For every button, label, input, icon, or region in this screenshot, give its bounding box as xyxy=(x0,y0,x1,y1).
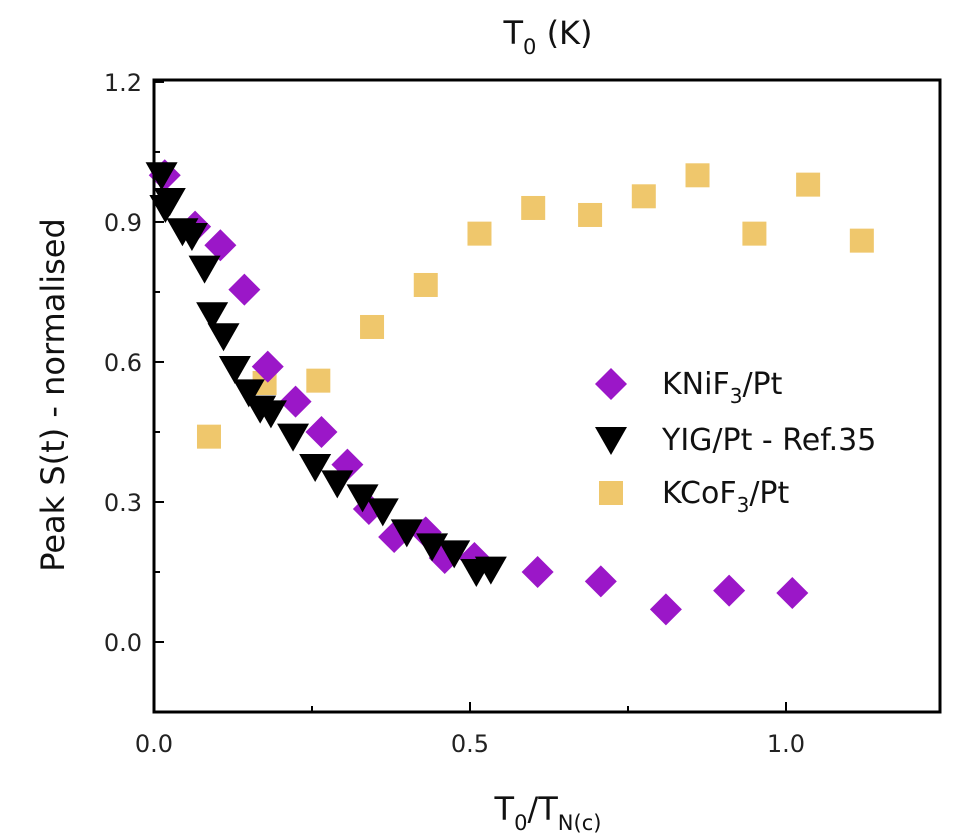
data-point-yig xyxy=(366,498,399,527)
legend-marker-knif3 xyxy=(595,368,627,400)
data-point-kcof3 xyxy=(742,221,767,246)
data-point-yig xyxy=(474,556,507,585)
y-axis-label: Peak S(t) - normalised xyxy=(34,218,72,572)
data-point-knif3 xyxy=(305,415,338,448)
data-point-yig xyxy=(390,519,423,548)
data-point-yig xyxy=(299,453,332,482)
y-tick-label: 0.6 xyxy=(104,349,142,377)
data-point-kcof3 xyxy=(521,195,546,220)
data-point-yig xyxy=(232,379,265,408)
data-point-knif3 xyxy=(713,574,746,607)
top-axis-label: T0 (K) xyxy=(502,14,592,59)
data-point-yig xyxy=(346,484,379,513)
legend-marker-kcof3 xyxy=(599,481,623,505)
data-point-kcof3 xyxy=(306,368,331,393)
legend: KNiF3/Pt YIG/Pt - Ref.35 KCoF3/Pt xyxy=(595,367,876,517)
x-tick-label: 1.0 xyxy=(767,730,805,758)
data-point-yig xyxy=(175,222,208,251)
x-axis-label: T0/TN(c) xyxy=(494,790,602,835)
data-point-kcof3 xyxy=(849,228,874,253)
data-point-yig xyxy=(438,540,471,569)
data-point-knif3 xyxy=(228,273,261,306)
data-point-yig xyxy=(277,423,310,452)
data-point-yig xyxy=(207,323,240,352)
legend-marker-yig xyxy=(595,427,627,455)
data-point-kcof3 xyxy=(413,272,438,297)
data-point-kcof3 xyxy=(578,202,603,227)
y-tick-label: 1.2 xyxy=(104,69,142,97)
data-point-knif3 xyxy=(776,576,809,609)
data-point-yig xyxy=(188,255,221,284)
legend-label-yig: YIG/Pt - Ref.35 xyxy=(661,423,876,458)
data-point-yig xyxy=(321,470,354,499)
data-point-kcof3 xyxy=(196,424,221,449)
data-point-kcof3 xyxy=(360,314,385,339)
data-point-kcof3 xyxy=(631,184,656,209)
x-tick-label: 0.5 xyxy=(451,730,489,758)
data-point-kcof3 xyxy=(685,163,710,188)
data-point-knif3 xyxy=(251,350,284,383)
data-point-yig xyxy=(254,400,287,429)
legend-label-knif3: KNiF3/Pt xyxy=(662,367,783,408)
data-point-yig xyxy=(196,302,229,331)
legend-label-kcof3: KCoF3/Pt xyxy=(662,476,790,517)
data-point-knif3 xyxy=(521,555,554,588)
data-point-yig xyxy=(153,187,186,216)
data-point-knif3 xyxy=(204,229,237,262)
data-point-yig xyxy=(218,355,251,384)
y-tick-label: 0.3 xyxy=(104,489,142,517)
data-point-kcof3 xyxy=(796,172,821,197)
data-point-knif3 xyxy=(584,565,617,598)
data-point-kcof3 xyxy=(467,221,492,246)
data-point-knif3 xyxy=(649,593,682,626)
plot-frame xyxy=(152,78,942,714)
data-point-yig xyxy=(416,533,449,562)
data-point-knif3 xyxy=(279,385,312,418)
y-tick-label: 0.9 xyxy=(104,209,142,237)
y-tick-label: 0.0 xyxy=(104,629,142,657)
x-tick-label: 0.0 xyxy=(135,730,173,758)
